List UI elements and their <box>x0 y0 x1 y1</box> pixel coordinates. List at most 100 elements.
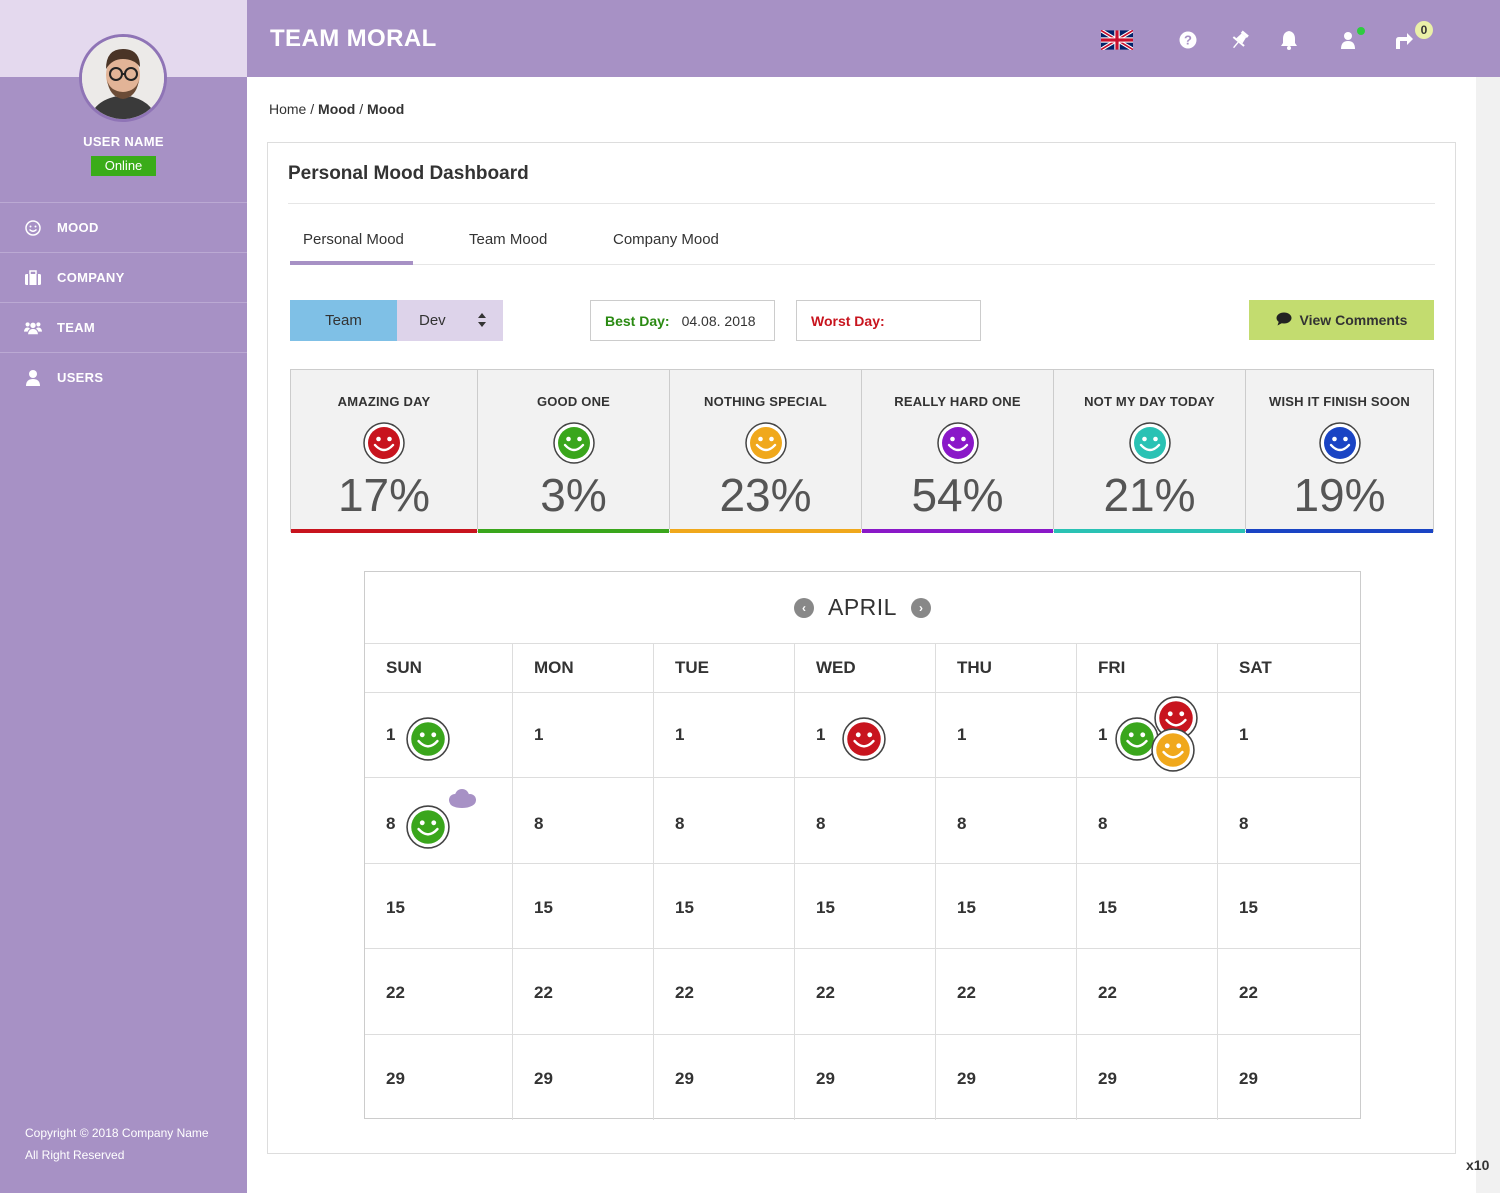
calendar-day[interactable]: 29 <box>654 1035 795 1120</box>
sidebar-item-company[interactable]: COMPANY <box>0 252 247 302</box>
calendar-week: 22 22 22 22 22 22 22 <box>365 949 1360 1035</box>
weekday-label: WED <box>795 644 936 692</box>
share-icon[interactable] <box>1392 28 1416 52</box>
calendar-grid: SUN MON TUE WED THU FRI SAT 1 1 1 1 <box>365 644 1360 1120</box>
calendar-day[interactable]: 22 <box>365 949 513 1034</box>
day-number: 1 <box>534 725 544 744</box>
stat-color-bar <box>862 529 1053 533</box>
day-number: 8 <box>1098 814 1108 833</box>
sidebar-item-label: MOOD <box>57 220 99 235</box>
day-number: 8 <box>957 814 967 833</box>
breadcrumb-home[interactable]: Home <box>269 101 307 117</box>
calendar-day[interactable]: 1 <box>513 693 654 777</box>
svg-text:?: ? <box>1184 33 1192 48</box>
calendar-day[interactable]: 15 <box>365 864 513 948</box>
calendar-week: 8 8 8 8 8 8 8 <box>365 778 1360 864</box>
bell-icon[interactable] <box>1277 28 1301 52</box>
calendar-day[interactable]: 22 <box>654 949 795 1034</box>
day-number: 8 <box>386 814 396 833</box>
calendar-day[interactable]: 22 <box>1077 949 1218 1034</box>
calendar-day[interactable]: 1 <box>936 693 1077 777</box>
breadcrumb-mood[interactable]: Mood <box>318 101 356 117</box>
calendar-day[interactable]: 8 <box>795 778 936 863</box>
view-comments-button[interactable]: View Comments <box>1249 300 1434 340</box>
stat-label: NOT MY DAY TODAY <box>1084 394 1215 409</box>
calendar-day[interactable]: 15 <box>1218 864 1360 948</box>
day-number: 1 <box>816 725 826 744</box>
calendar-day[interactable]: 1 <box>1218 693 1360 777</box>
best-day-label: Best Day: <box>605 312 670 329</box>
scrollbar[interactable] <box>1476 77 1500 1193</box>
calendar-day[interactable]: 22 <box>795 949 936 1034</box>
worst-day-field[interactable]: Worst Day: <box>796 300 981 341</box>
calendar-week: 29 29 29 29 29 29 29 <box>365 1035 1360 1120</box>
help-icon[interactable]: ? <box>1176 28 1200 52</box>
calendar-day[interactable]: 1 <box>1077 693 1218 777</box>
calendar-header: ‹ APRIL › <box>365 572 1360 644</box>
calendar-day[interactable]: 8 <box>1077 778 1218 863</box>
calendar-day[interactable]: 29 <box>1218 1035 1360 1120</box>
sidebar-item-users[interactable]: USERS <box>0 352 247 402</box>
calendar-day[interactable]: 8 <box>1218 778 1360 863</box>
sort-arrows-icon <box>477 312 487 330</box>
calendar-month: APRIL <box>828 594 897 620</box>
calendar-day[interactable]: 15 <box>1077 864 1218 948</box>
smiley-orange-icon[interactable] <box>1151 728 1195 772</box>
smiley-green-icon[interactable] <box>406 805 450 849</box>
smiley-green-icon[interactable] <box>406 717 450 761</box>
day-number: 29 <box>957 1069 976 1088</box>
calendar-day[interactable]: 15 <box>936 864 1077 948</box>
team-segment-button[interactable]: Team <box>290 300 397 341</box>
smiley-teal-icon <box>1128 422 1171 464</box>
calendar-day[interactable]: 8 <box>365 778 513 863</box>
avatar[interactable] <box>79 34 167 122</box>
pin-icon[interactable] <box>1228 28 1252 52</box>
weekday-label: TUE <box>654 644 795 692</box>
dev-select-value: Dev <box>419 312 446 329</box>
calendar-day[interactable]: 29 <box>513 1035 654 1120</box>
sidebar-item-team[interactable]: TEAM <box>0 302 247 352</box>
calendar-day[interactable]: 8 <box>936 778 1077 863</box>
smiley-red-icon[interactable] <box>1154 696 1198 740</box>
best-day-field[interactable]: Best Day: 04.08. 2018 <box>590 300 775 341</box>
calendar-day[interactable]: 29 <box>936 1035 1077 1120</box>
calendar-day[interactable]: 29 <box>1077 1035 1218 1120</box>
calendar-day[interactable]: 15 <box>654 864 795 948</box>
breadcrumb-separator: / <box>306 101 319 117</box>
breadcrumb-separator: / <box>355 101 368 117</box>
tab-company-mood[interactable]: Company Mood <box>613 231 719 248</box>
calendar-day[interactable]: 29 <box>795 1035 936 1120</box>
calendar-day[interactable]: 1 <box>795 693 936 777</box>
calendar-day[interactable]: 8 <box>654 778 795 863</box>
stat-card: GOOD ONE 3% <box>478 370 670 533</box>
day-number: 1 <box>386 725 396 744</box>
best-day-value: 04.08. 2018 <box>681 312 756 329</box>
calendar-day[interactable]: 15 <box>795 864 936 948</box>
calendar-day[interactable]: 22 <box>936 949 1077 1034</box>
calendar-day[interactable]: 15 <box>513 864 654 948</box>
copyright-line: Copyright © 2018 Company Name <box>25 1126 209 1140</box>
calendar-day[interactable]: 22 <box>1218 949 1360 1034</box>
sidebar-item-mood[interactable]: MOOD <box>0 202 247 252</box>
sidebar: USER NAME Online MOOD COMPANY TEAM USERS <box>0 0 247 1193</box>
calendar-day[interactable]: 1 <box>365 693 513 777</box>
calendar-day[interactable]: 22 <box>513 949 654 1034</box>
stat-color-bar <box>670 529 861 533</box>
day-number: 15 <box>957 898 976 917</box>
prev-month-icon[interactable]: ‹ <box>794 597 814 618</box>
user-icon[interactable] <box>1336 28 1360 52</box>
calendar-day[interactable]: 8 <box>513 778 654 863</box>
day-number: 8 <box>534 814 544 833</box>
smiley-red-icon[interactable] <box>842 717 886 761</box>
tab-personal-mood[interactable]: Personal Mood <box>303 231 404 248</box>
uk-flag-icon[interactable] <box>1100 28 1134 52</box>
sidebar-item-label: USERS <box>57 370 104 385</box>
copyright: Copyright © 2018 Company Name All Right … <box>25 1122 209 1166</box>
comment-cloud-icon[interactable] <box>446 788 478 810</box>
calendar-day[interactable]: 1 <box>654 693 795 777</box>
next-month-icon[interactable]: › <box>910 597 931 618</box>
briefcase-icon <box>24 269 42 287</box>
tab-team-mood[interactable]: Team Mood <box>469 231 548 248</box>
calendar-day[interactable]: 29 <box>365 1035 513 1120</box>
dev-select[interactable]: Dev <box>397 300 503 341</box>
